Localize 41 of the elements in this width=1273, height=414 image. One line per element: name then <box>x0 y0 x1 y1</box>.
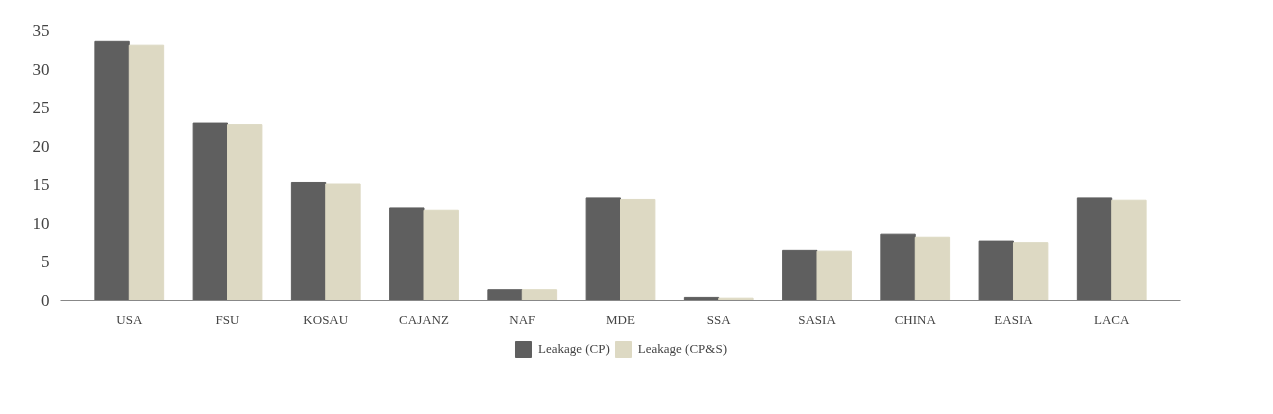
bar <box>128 44 165 301</box>
bar <box>290 181 327 301</box>
y-tick-label: 30 <box>32 59 50 79</box>
y-tick-label: 35 <box>32 21 50 40</box>
y-tick-label: 15 <box>32 175 50 195</box>
x-tick-label: FSU <box>215 311 241 327</box>
y-tick-label: 0 <box>41 291 50 310</box>
bar <box>325 183 361 301</box>
y-tick-label: 20 <box>32 136 50 156</box>
bar <box>914 236 951 301</box>
bar <box>423 209 459 301</box>
x-tick-label: NAF <box>509 311 536 327</box>
bar <box>1076 197 1113 301</box>
x-tick-label: MDE <box>606 311 635 327</box>
x-tick-label: SSA <box>706 311 732 327</box>
bar <box>487 289 523 301</box>
x-tick-label: KOSAU <box>303 311 349 327</box>
bar <box>94 40 130 301</box>
x-tick-label: USA <box>116 311 143 327</box>
x-tick-label: CHINA <box>894 311 937 327</box>
x-tick-label: EASIA <box>994 311 1034 327</box>
x-tick-label: CAJANZ <box>399 311 449 327</box>
bar <box>816 250 852 301</box>
bar <box>1111 199 1147 301</box>
y-tick-label: 25 <box>32 98 50 118</box>
x-tick-label: SASIA <box>798 311 837 327</box>
legend-label: Leakage (CP) <box>537 341 610 357</box>
bar <box>1012 242 1049 301</box>
bar <box>782 249 818 301</box>
bar <box>620 198 656 301</box>
bar <box>585 197 621 301</box>
bar <box>227 124 263 301</box>
bar <box>978 240 1014 301</box>
legend-label: Leakage (CP&S) <box>637 341 728 357</box>
x-tick-label: LACA <box>1094 311 1131 327</box>
y-tick-label: 5 <box>41 252 50 272</box>
bar <box>192 122 229 301</box>
bar <box>389 207 425 301</box>
bar <box>521 289 558 301</box>
y-tick-label: 10 <box>32 213 50 233</box>
bar <box>880 233 916 301</box>
